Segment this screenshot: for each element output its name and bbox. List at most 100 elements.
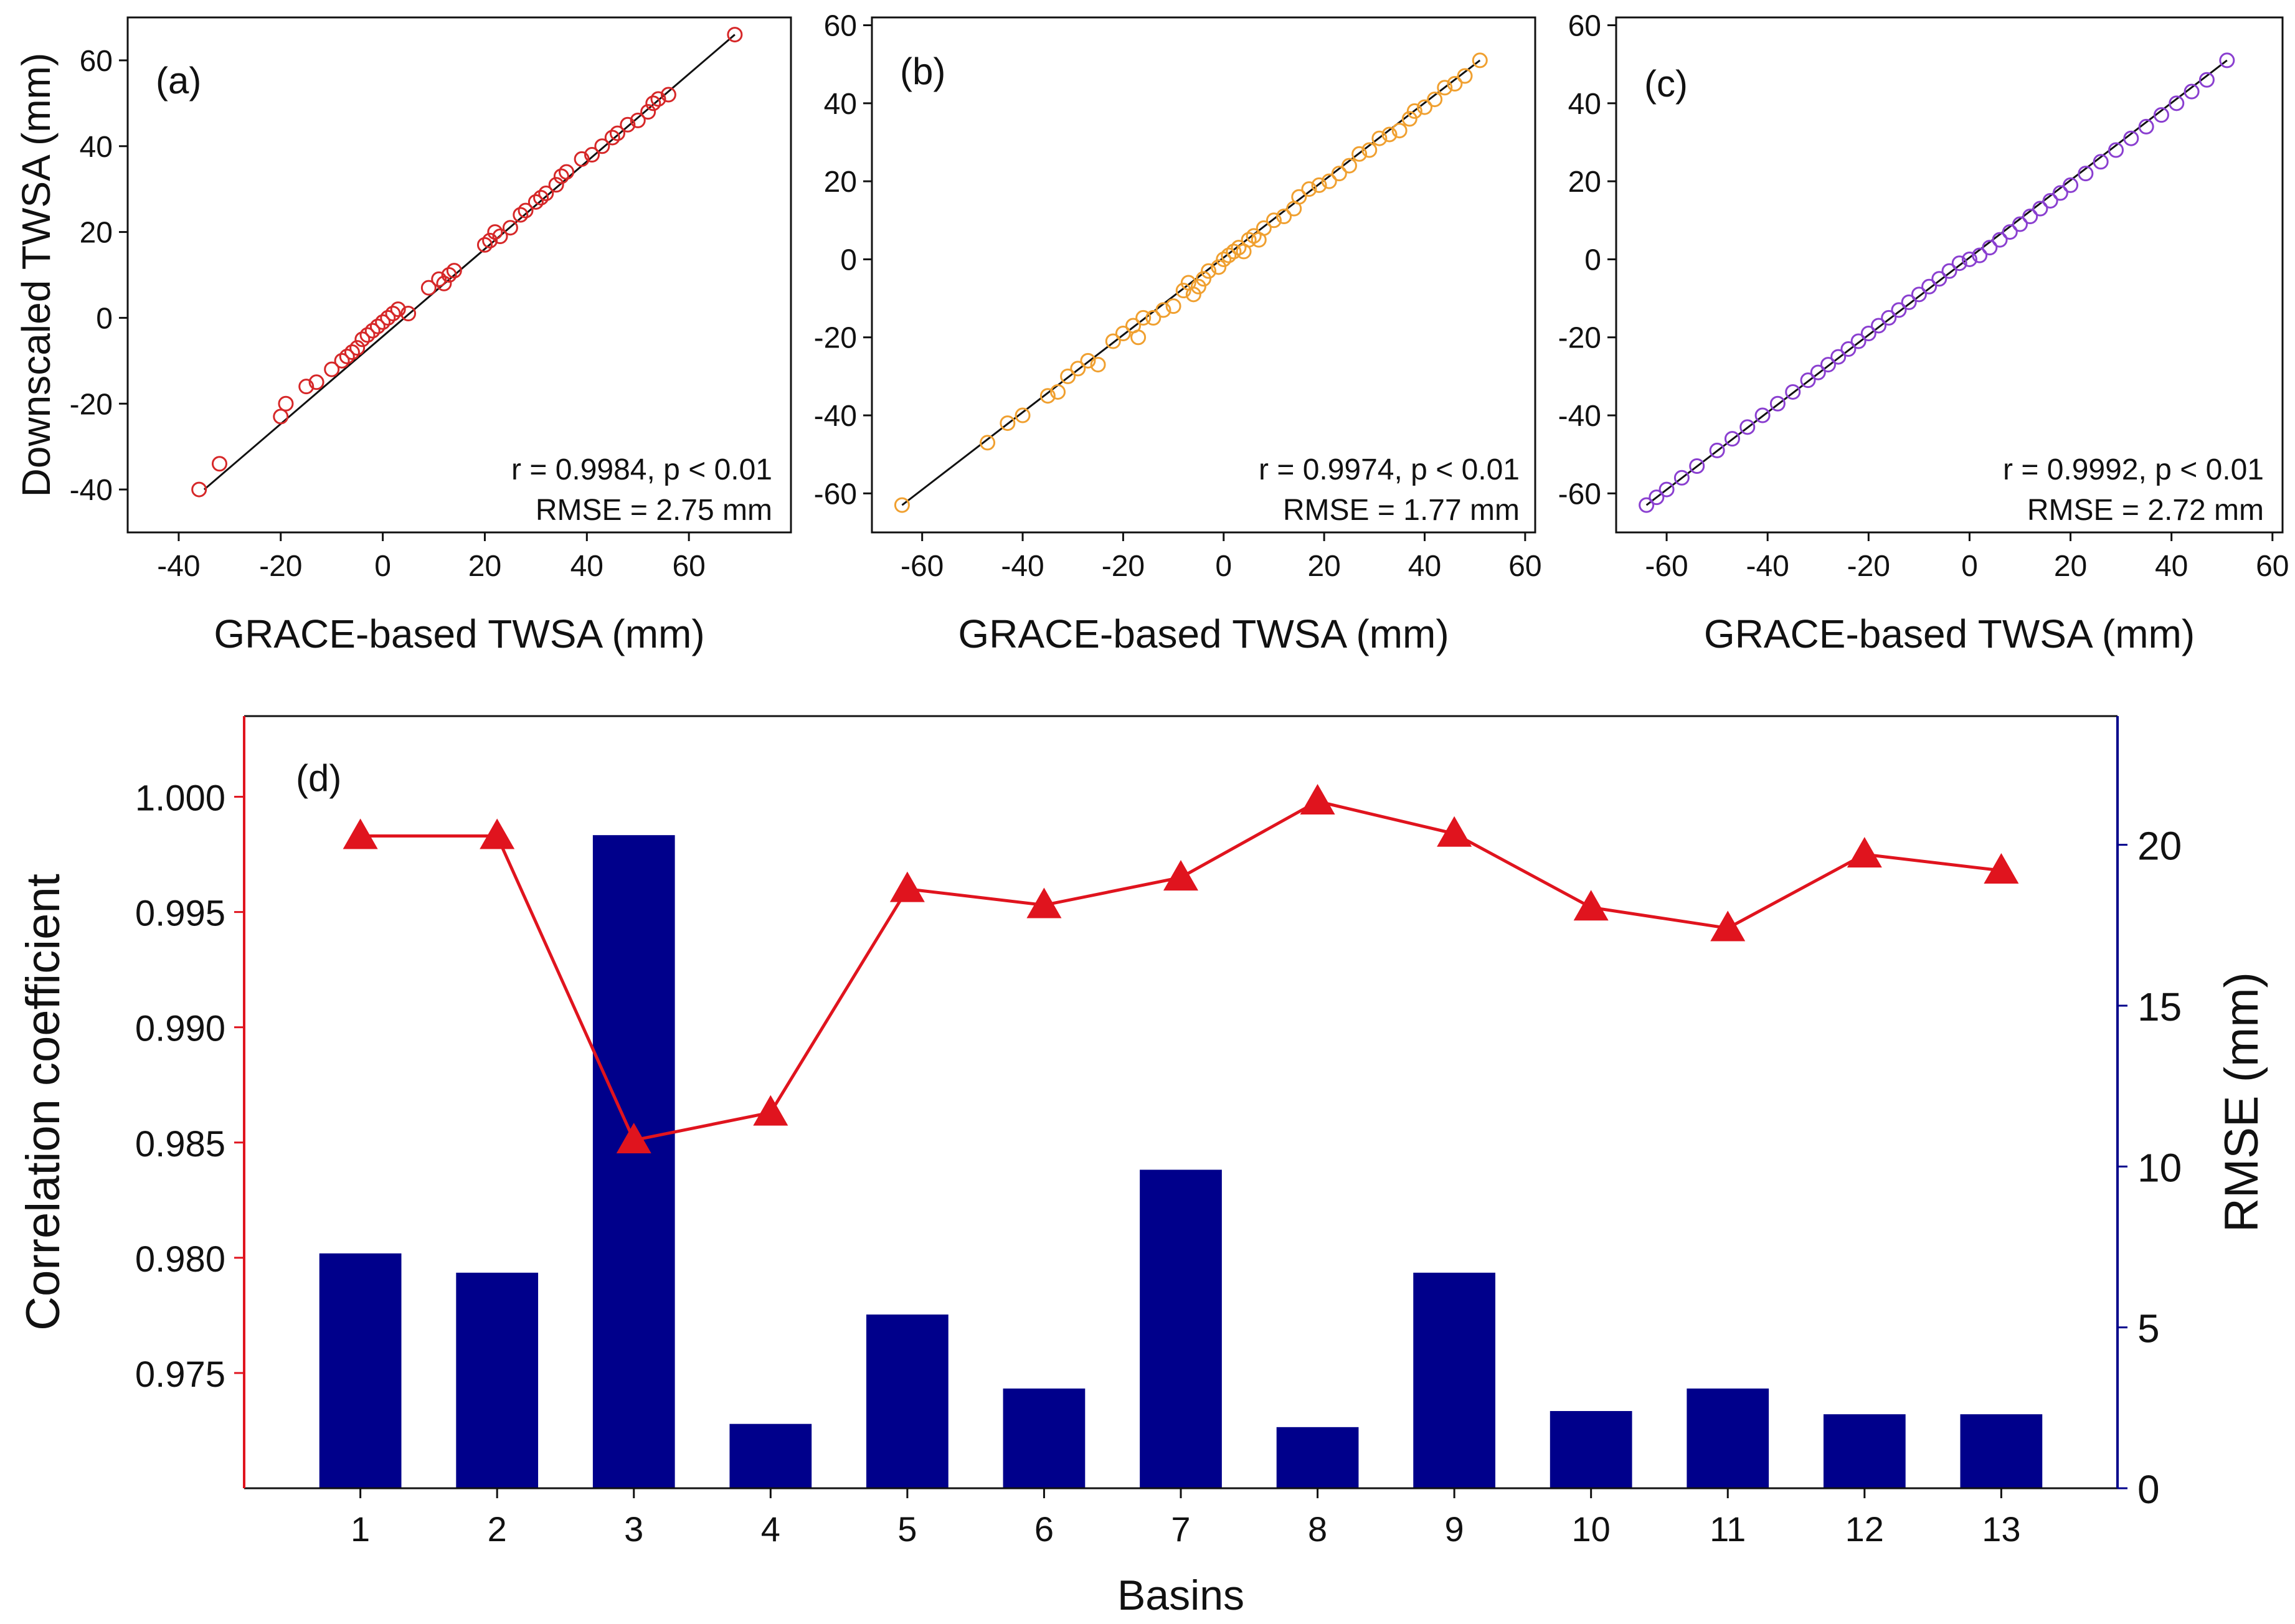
left-axis-label: Correlation coefficient — [17, 874, 70, 1331]
correlation-marker — [1163, 860, 1198, 891]
data-point — [1830, 349, 1847, 365]
x-tick-label: 0 — [374, 550, 391, 583]
left-tick-label: 1.000 — [135, 778, 225, 819]
x-tick-label: 40 — [570, 550, 603, 583]
y-tick-label: 40 — [1568, 88, 1601, 121]
x-axis-label: GRACE-based TWSA (mm) — [958, 611, 1449, 656]
x-tick-label: 6 — [1034, 1509, 1054, 1549]
x-tick-label: 3 — [624, 1509, 643, 1549]
stat-r-text: r = 0.9992, p < 0.01 — [2003, 453, 2264, 486]
data-point — [1785, 384, 1801, 400]
x-tick-label: 1 — [351, 1509, 370, 1549]
data-point — [492, 228, 508, 244]
panel-a: -40 -20 0 20 40 60 -40 -20 0 20 40 60 (a) r = 0.9984,… — [14, 16, 792, 656]
correlation-marker — [1300, 783, 1335, 814]
data-point — [650, 91, 666, 107]
data-point — [1891, 302, 1907, 318]
x-tick-label: 60 — [672, 550, 705, 583]
right-tick-label: 0 — [2137, 1467, 2160, 1512]
x-tick-label: -40 — [157, 550, 200, 583]
data-point — [1015, 407, 1031, 423]
data-point — [2078, 166, 2094, 182]
data-point — [660, 87, 676, 103]
data-point — [1754, 407, 1771, 423]
data-point — [1901, 294, 1917, 310]
data-point — [1331, 166, 1347, 182]
panel-label: (b) — [900, 50, 945, 92]
data-point — [2123, 130, 2139, 146]
data-point — [1447, 76, 1463, 92]
correlation-marker — [753, 1095, 788, 1126]
data-point — [191, 481, 207, 498]
data-point — [1291, 189, 1307, 205]
x-tick-label: 13 — [1982, 1509, 2020, 1549]
data-point — [553, 168, 569, 184]
data-point — [1039, 388, 1056, 404]
data-point — [1256, 220, 1272, 236]
data-point — [1982, 240, 1998, 256]
stat-r-text: r = 0.9974, p < 0.01 — [1259, 453, 1520, 486]
y-tick-label: 0 — [96, 302, 113, 335]
data-point — [273, 408, 289, 425]
data-point — [1972, 247, 1988, 263]
right-tick-label: 5 — [2137, 1306, 2160, 1351]
right-tick-label: 20 — [2137, 824, 2182, 869]
y-tick-label: -20 — [814, 322, 857, 355]
y-tick-label: 40 — [824, 88, 857, 121]
data-point — [1221, 247, 1237, 263]
data-point — [1276, 209, 1292, 225]
data-point — [431, 271, 447, 287]
data-point — [349, 340, 366, 356]
data-point — [390, 301, 406, 318]
data-point — [476, 237, 493, 253]
stat-r-text: r = 0.9984, p < 0.01 — [511, 453, 772, 486]
data-point — [344, 344, 360, 361]
plot-frame — [871, 16, 1536, 534]
data-point — [1406, 103, 1422, 119]
rmse-bar — [1687, 1388, 1769, 1488]
correlation-marker — [1847, 837, 1882, 868]
data-point — [1951, 255, 1967, 271]
x-tick-label: 4 — [761, 1509, 780, 1549]
data-point — [211, 456, 227, 472]
data-point — [1457, 68, 1473, 84]
data-point — [1155, 302, 1171, 318]
y-tick-label: 40 — [80, 131, 113, 164]
data-point — [1769, 395, 1786, 412]
data-point — [528, 194, 544, 210]
data-point — [1165, 298, 1181, 314]
data-point — [1820, 357, 1836, 373]
data-point — [1371, 130, 1388, 146]
y-tick-label: -20 — [70, 388, 113, 421]
x-tick-label: 60 — [2256, 550, 2289, 583]
data-point — [2002, 224, 2018, 240]
right-axis-label: RMSE (mm) — [2215, 972, 2268, 1232]
data-point — [1992, 232, 2008, 248]
data-point — [533, 189, 549, 205]
x-tick-label: 2 — [488, 1509, 507, 1549]
data-point — [1800, 372, 1816, 389]
correlation-marker — [1026, 887, 1062, 918]
rmse-bar — [1960, 1414, 2043, 1488]
rmse-bar — [1140, 1169, 1222, 1488]
x-tick-label: -20 — [1102, 550, 1145, 583]
x-tick-label: 7 — [1171, 1509, 1190, 1549]
data-point — [1860, 325, 1876, 341]
data-point — [645, 95, 661, 111]
data-point — [2052, 185, 2068, 201]
rmse-bar — [592, 835, 675, 1488]
rmse-bar — [1003, 1388, 1086, 1488]
data-point — [1639, 497, 1655, 513]
data-point — [2093, 154, 2109, 170]
rmse-bar — [1276, 1427, 1359, 1488]
data-point — [1211, 259, 1227, 275]
data-point — [604, 130, 620, 146]
data-point — [1810, 364, 1826, 380]
y-tick-label: -40 — [814, 400, 857, 433]
data-point — [1311, 177, 1327, 193]
right-tick-label: 10 — [2137, 1145, 2182, 1190]
data-point — [1659, 481, 1675, 498]
data-point — [1241, 232, 1257, 248]
